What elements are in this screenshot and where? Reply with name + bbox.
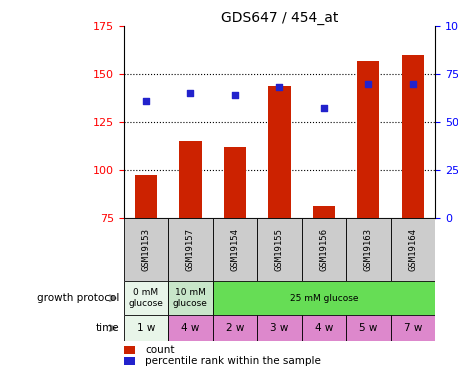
Text: GSM19154: GSM19154	[230, 228, 240, 271]
Point	[142, 98, 150, 104]
Point	[409, 81, 416, 87]
Text: GSM19153: GSM19153	[142, 228, 150, 271]
Point	[365, 81, 372, 87]
Bar	[402, 55, 424, 217]
Text: 10 mM
glucose: 10 mM glucose	[173, 288, 208, 308]
Text: percentile rank within the sample: percentile rank within the sample	[146, 356, 322, 366]
Bar	[302, 315, 346, 341]
Text: 25 mM glucose: 25 mM glucose	[289, 294, 358, 303]
Point	[187, 90, 194, 96]
Bar	[313, 206, 335, 218]
Bar	[124, 217, 168, 281]
Bar	[346, 315, 391, 341]
Text: time: time	[95, 323, 119, 333]
Bar	[168, 315, 213, 341]
Text: 7 w: 7 w	[403, 323, 422, 333]
Text: 4 w: 4 w	[315, 323, 333, 333]
Bar	[391, 315, 435, 341]
Bar	[302, 217, 346, 281]
Bar	[213, 217, 257, 281]
Bar	[346, 217, 391, 281]
Title: GDS647 / 454_at: GDS647 / 454_at	[221, 11, 338, 25]
Text: GSM19157: GSM19157	[186, 228, 195, 271]
Text: count: count	[146, 345, 175, 355]
Bar	[124, 346, 135, 354]
Bar	[124, 281, 168, 315]
Bar	[257, 315, 302, 341]
Bar	[213, 315, 257, 341]
Text: 0 mM
glucose: 0 mM glucose	[128, 288, 164, 308]
Text: 3 w: 3 w	[270, 323, 289, 333]
Text: growth protocol: growth protocol	[37, 293, 119, 303]
Bar	[357, 61, 380, 217]
Text: 1 w: 1 w	[137, 323, 155, 333]
Bar	[135, 176, 157, 217]
Point	[320, 105, 327, 111]
Bar	[124, 357, 135, 365]
Bar	[224, 147, 246, 218]
Bar	[213, 281, 435, 315]
Text: GSM19155: GSM19155	[275, 228, 284, 271]
Point	[231, 92, 239, 98]
Bar	[391, 217, 435, 281]
Text: GSM19156: GSM19156	[319, 228, 328, 271]
Text: GSM19164: GSM19164	[409, 228, 417, 271]
Text: GSM19163: GSM19163	[364, 228, 373, 271]
Bar	[168, 281, 213, 315]
Bar	[168, 217, 213, 281]
Bar	[268, 86, 290, 218]
Bar	[124, 315, 168, 341]
Bar	[257, 217, 302, 281]
Text: 4 w: 4 w	[181, 323, 200, 333]
Text: 5 w: 5 w	[359, 323, 377, 333]
Point	[276, 84, 283, 90]
Bar	[179, 141, 202, 218]
Text: 2 w: 2 w	[226, 323, 244, 333]
